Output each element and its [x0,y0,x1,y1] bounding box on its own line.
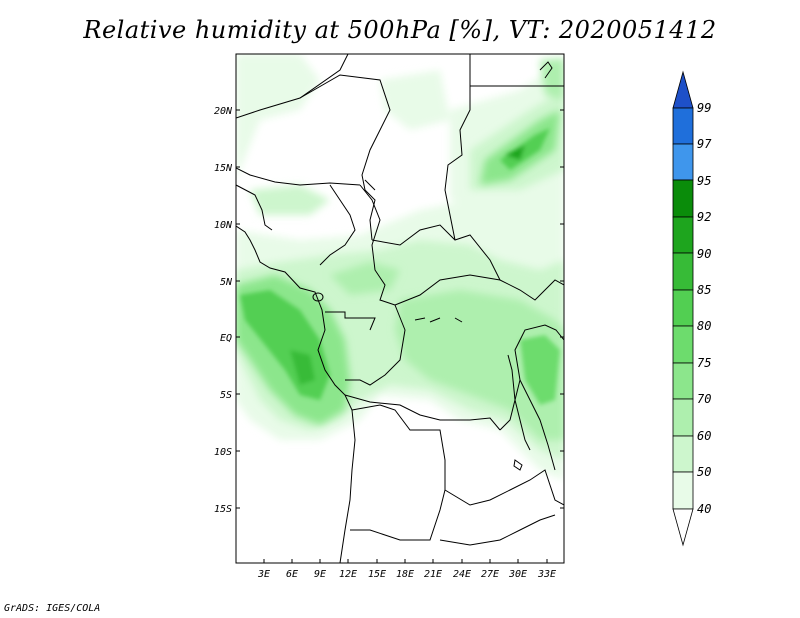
lon-label: 18E [396,569,414,580]
map-title: Relative humidity at 500hPa [%], VT: 202… [83,16,717,44]
colorbar-label: 85 [697,283,711,297]
latitude-ticks [236,109,564,509]
colorbar-label: 40 [697,502,711,516]
lat-label: 5N [220,277,233,288]
lon-label: 30E [508,569,527,580]
lat-label: EQ [220,333,232,344]
colorbar-label: 99 [697,101,711,115]
colorbar-label: 60 [697,429,711,443]
latitude-labels: 20N 15N 10N 5N EQ 5S 10S 15S [214,106,233,515]
lon-label: 6E [286,569,298,580]
colorbar-segment [672,107,694,145]
colorbar-segment [672,398,694,437]
lat-label: 20N [214,106,233,117]
lon-label: 12E [339,569,357,580]
colorbar-labels: 99 97 95 92 90 85 80 75 70 60 50 40 [697,101,712,516]
colorbar-segment [672,289,694,327]
colorbar-label: 95 [697,174,711,188]
humidity-field [236,54,564,480]
colorbar-label: 75 [697,356,711,370]
colorbar-segment [672,435,694,473]
humidity-wet-areas [240,128,560,405]
lon-label: 9E [314,569,326,580]
colorbar-segment [672,471,694,510]
colorbar-segment [672,143,694,181]
lat-label: 5S [220,390,232,401]
colorbar-segment [672,362,694,400]
longitude-labels: 3E 6E 9E 12E 15E 18E 21E 24E 27E 30E 33E [257,569,556,580]
lon-label: 3E [257,569,270,580]
grads-credit: GrADS: IGES/COLA [4,603,101,614]
colorbar-segment [672,216,694,254]
lat-label: 15S [214,504,232,515]
colorbar-segment [672,179,694,218]
lon-label: 33E [537,569,556,580]
map-frame [235,53,565,564]
colorbar-label: 70 [697,392,711,406]
lon-label: 27E [481,569,499,580]
colorbar-segment [672,252,694,291]
lat-label: 15N [214,163,233,174]
colorbar-bottom-arrow [672,508,694,547]
lon-label: 15E [368,569,386,580]
colorbar-label: 92 [697,210,711,224]
longitude-ticks [263,559,548,563]
country-borders [236,54,564,563]
colorbar-label: 97 [697,137,712,151]
colorbar-label: 50 [697,465,711,479]
colorbar-segment [672,325,694,364]
colorbar-label: 80 [697,319,711,333]
lon-label: 21E [424,569,442,580]
lon-label: 24E [453,569,471,580]
colorbar-top-arrow [672,70,694,109]
colorbar [672,70,694,547]
colorbar-label: 90 [697,247,711,261]
lat-label: 10S [214,447,232,458]
lat-label: 10N [214,220,233,231]
